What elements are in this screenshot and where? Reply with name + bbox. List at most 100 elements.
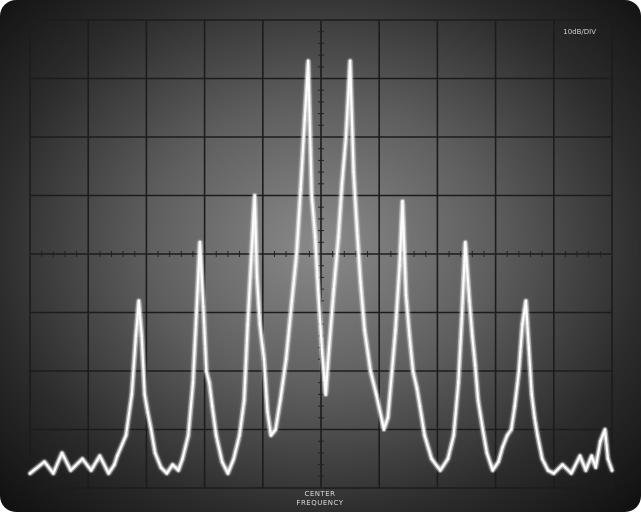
- trace-point: [530, 393, 533, 396]
- trace-point: [198, 241, 202, 244]
- trace-point: [439, 469, 442, 472]
- trace-point: [610, 469, 614, 472]
- trace-point: [165, 472, 169, 475]
- trace-point: [418, 404, 422, 408]
- trace-point: [510, 428, 513, 431]
- trace-point: [398, 264, 401, 268]
- trace-point: [187, 434, 190, 437]
- center-label: CENTER: [304, 490, 335, 498]
- trace-point: [253, 194, 256, 197]
- trace-point: [290, 299, 294, 303]
- trace-point: [430, 457, 433, 461]
- trace-point: [359, 282, 362, 285]
- trace-point: [337, 235, 340, 238]
- trace-point: [404, 293, 408, 297]
- trace-point: [316, 287, 320, 291]
- trace-point: [394, 328, 397, 332]
- trace-point: [284, 358, 288, 361]
- trace-point: [546, 469, 550, 472]
- trace-point: [324, 393, 328, 396]
- trace-point: [340, 182, 344, 186]
- trace-point: [140, 334, 143, 338]
- trace-point: [401, 200, 404, 203]
- trace-point: [485, 451, 489, 455]
- trace-point: [348, 59, 352, 63]
- trace-point: [390, 369, 394, 373]
- trace-point: [52, 472, 55, 475]
- trace-point: [386, 416, 390, 420]
- trace-point: [107, 472, 110, 475]
- trace-point: [238, 434, 241, 437]
- trace-point: [320, 352, 324, 355]
- trace-point: [306, 59, 310, 63]
- trace-point: [327, 346, 331, 349]
- trace-point: [279, 399, 282, 402]
- trace-point: [171, 463, 174, 466]
- trace-point: [527, 346, 531, 349]
- trace-point: [344, 135, 348, 139]
- trace-point: [195, 311, 198, 314]
- trace-point: [533, 416, 536, 420]
- trace-point: [266, 410, 269, 414]
- trace-point: [295, 252, 298, 256]
- trace-point: [457, 381, 460, 385]
- trace-point: [205, 369, 208, 373]
- trace-point: [146, 410, 149, 414]
- trace-point: [303, 118, 307, 121]
- frequency-label: FREQUENCY: [296, 499, 343, 507]
- trace-point: [561, 463, 564, 466]
- trace-point: [202, 305, 205, 308]
- trace-point: [382, 428, 386, 431]
- trace-point: [517, 369, 521, 373]
- trace-point: [116, 454, 119, 458]
- trace-point: [411, 369, 415, 373]
- trace-point: [220, 460, 224, 464]
- trace-point: [313, 235, 317, 238]
- trace-point: [332, 287, 336, 291]
- trace-point: [363, 328, 366, 332]
- trace-point: [497, 460, 500, 464]
- trace-point: [226, 472, 230, 475]
- trace-point: [214, 434, 218, 437]
- trace-point: [191, 381, 195, 385]
- trace-point: [540, 457, 544, 461]
- trace-points: [28, 59, 614, 475]
- trace-point: [159, 466, 163, 469]
- trace-point: [258, 322, 262, 326]
- trace-point: [460, 317, 464, 320]
- trace-point: [89, 469, 93, 472]
- trace-point: [310, 194, 314, 197]
- scale-label: 10dB/DIV: [563, 28, 596, 36]
- trace-point: [476, 399, 480, 402]
- trace-point: [471, 334, 474, 338]
- trace-point: [60, 451, 64, 455]
- trace-point: [552, 472, 556, 475]
- trace-point: [584, 469, 588, 472]
- trace-point: [446, 457, 450, 461]
- trace-point: [143, 393, 146, 396]
- trace-point: [594, 466, 597, 469]
- trace-point: [242, 399, 246, 402]
- trace-point: [69, 469, 72, 472]
- trace-point: [415, 387, 419, 390]
- trace-point: [513, 404, 517, 408]
- trace-point: [536, 434, 539, 437]
- trace-point: [299, 188, 302, 191]
- trace-point: [249, 258, 253, 262]
- trace-point: [481, 428, 485, 431]
- trace-point: [262, 358, 266, 361]
- trace-point: [408, 334, 411, 338]
- trace-point: [423, 434, 426, 437]
- trace-point: [473, 363, 477, 367]
- trace-point: [153, 451, 157, 455]
- trace-point: [208, 381, 211, 385]
- trace-point: [137, 299, 141, 303]
- trace-point: [606, 457, 610, 461]
- trace-point: [375, 393, 378, 396]
- trace-point: [274, 428, 277, 431]
- trace-point: [255, 276, 259, 279]
- trace-point: [599, 439, 602, 443]
- trace-point: [232, 457, 235, 461]
